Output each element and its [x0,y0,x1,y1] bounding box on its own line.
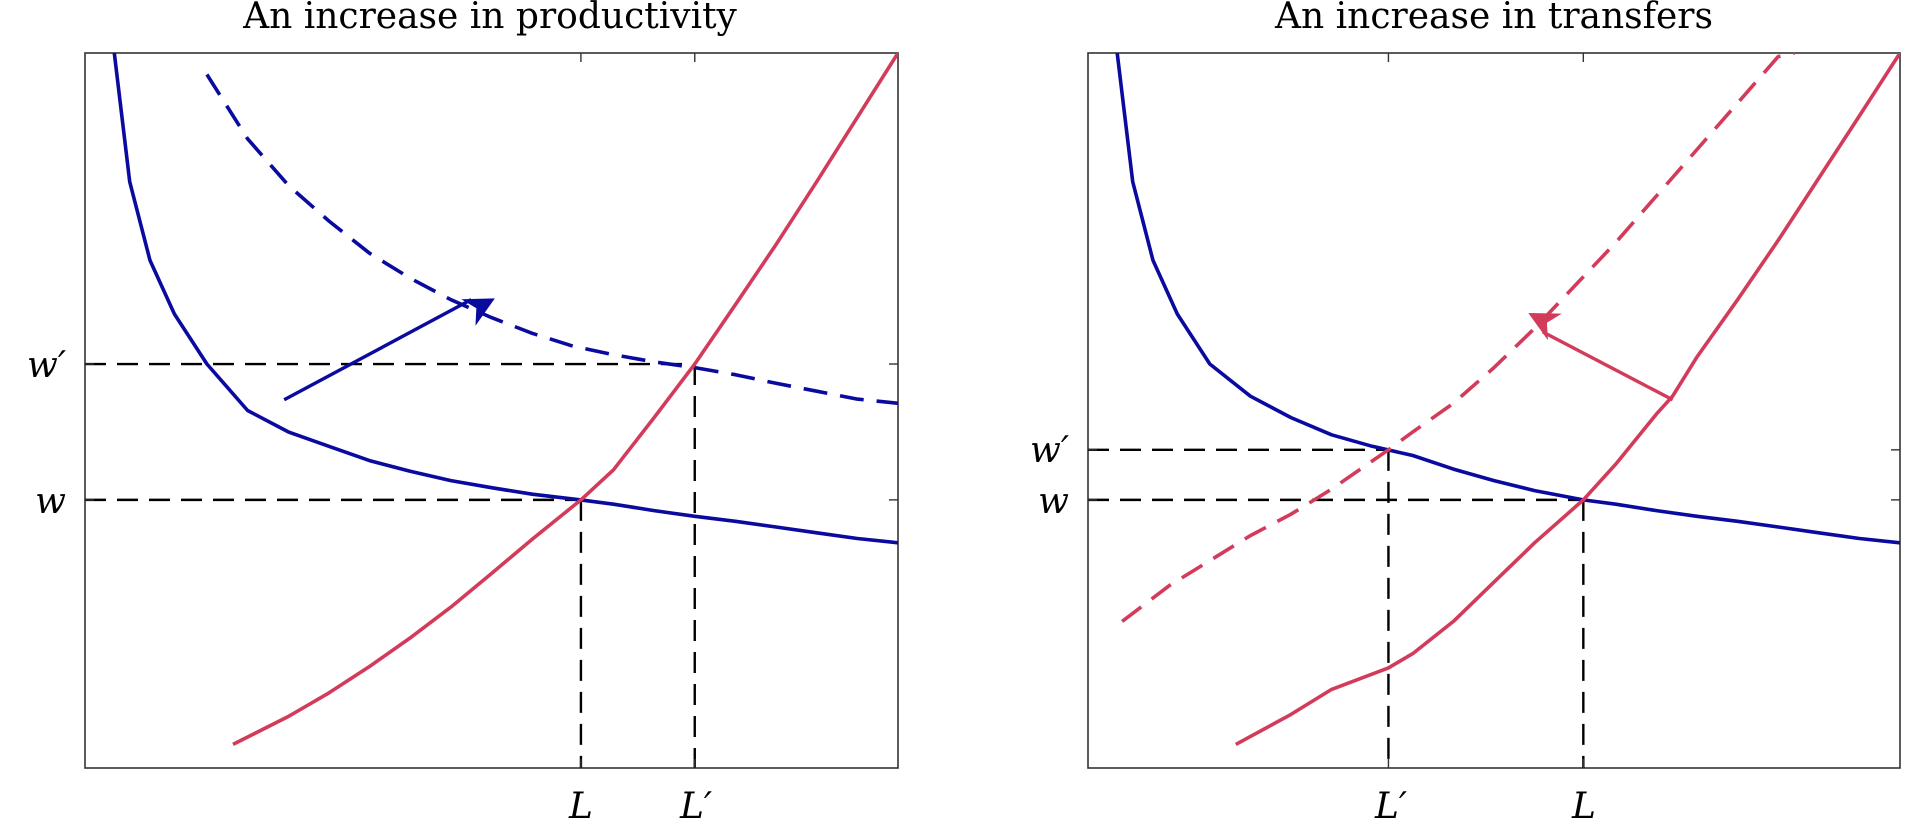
supply-curve-solid [232,53,898,747]
supply-curve-dashed [1121,53,1795,623]
shift-arrow [283,298,495,402]
y-tick-label-w-prime: w′ [1030,430,1069,471]
y-tick-label-w: w [1038,481,1069,522]
curves [1115,53,1900,746]
demand-curve-solid [112,53,898,545]
guide-lines [85,362,696,768]
plot-area [84,52,899,769]
shift-arrow [1528,313,1674,402]
supply-curve-solid [1234,53,1900,746]
axis-ticks [85,53,898,768]
x-tick-label-L-prime: L′ [1374,786,1407,827]
y-tick-label-w: w [35,481,66,522]
plot-frame [1087,52,1901,769]
plot-frame [84,52,899,769]
guide-lines [1088,448,1585,768]
chart-title: An increase in productivity [242,0,737,37]
y-tick-label-w-prime: w′ [27,345,66,386]
x-tick-label-L-prime: L′ [679,786,712,827]
x-tick-label-L: L [568,786,593,827]
demand-curve-dashed [205,73,898,406]
curves [112,53,898,747]
plot-area [1087,52,1901,769]
demand-curve-solid [1115,53,1900,545]
panel-productivity: An increase in productivity L L′ w w′ [27,0,899,827]
panel-transfers: An increase in transfers L′ L w w′ [1030,0,1901,827]
x-tick-label-L: L [1571,786,1596,827]
axis-ticks [1088,53,1900,768]
chart-title: An increase in transfers [1274,0,1713,37]
